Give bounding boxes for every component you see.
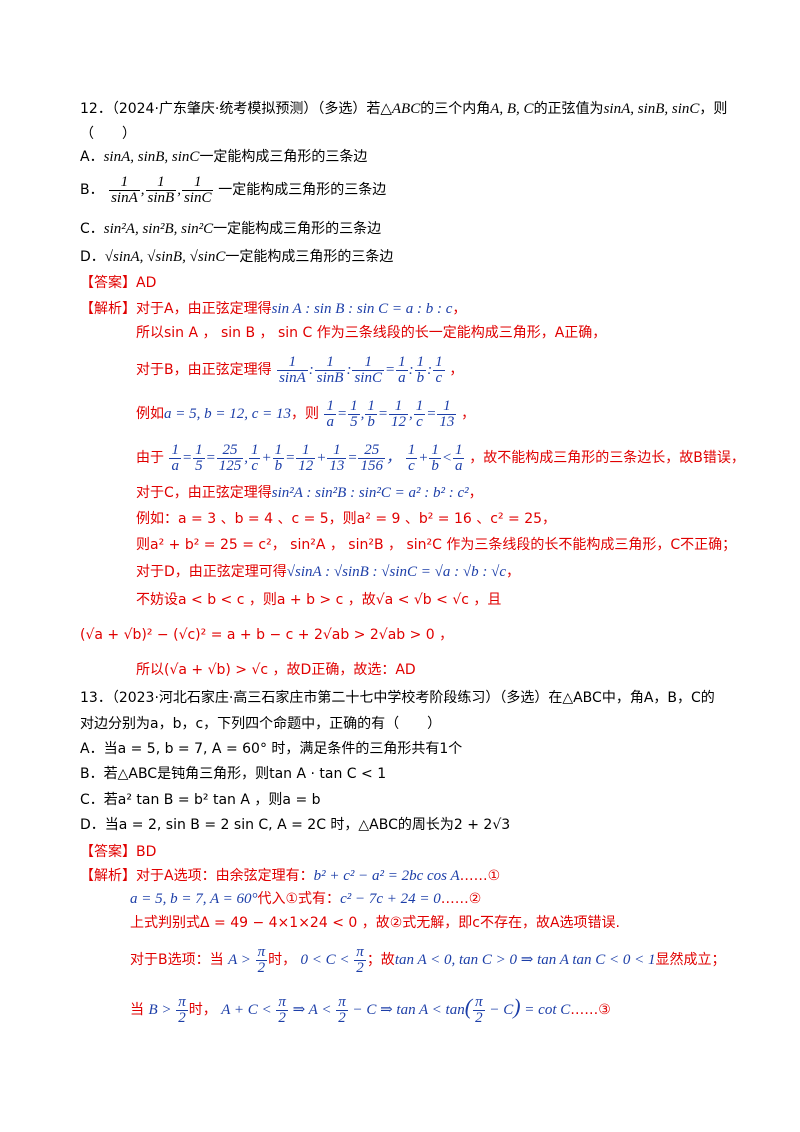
q12-option-d: D．√sinA, √sinB, √sinC一定能构成三角形的三条边 — [80, 249, 394, 265]
q12-analysis-5-fractions: 1 a = 1 5 = 25 125, 1 c +1 b = 1 12 +1 13 = 25 156， 1 c +1 b <1… — [169, 442, 465, 475]
q13-analysis-3: 上式判别式Δ = 49 − 4×1×24 < 0 ，故②式无解，即c不存在，故A… — [130, 915, 621, 931]
q12-option-a: A．sinA, sinB, sinC一定能构成三角形的三条边 — [80, 149, 368, 165]
q12-answer: 【答案】AD — [80, 275, 157, 291]
q13-stem-1: 13．（2023·河北石家庄·高三石家庄市第二十七中学校考阶段练习）（多选）在△… — [80, 690, 715, 706]
q12-analysis-8: 则a² + b² = 25 = c²， sin²A ， sin²B ， sin²… — [136, 537, 737, 553]
q12-analysis-7: 例如：a = 3 、b = 4 、c = 5，则a² = 9 、b² = 16 … — [136, 511, 557, 527]
q12-analysis-11: (√a + √b)² − (√c)² = a + b − c + 2√ab > … — [80, 627, 454, 643]
q13-analysis-2: a = 5, b = 7, A = 60°代入①式有：c² − 7c + 24 … — [130, 891, 482, 907]
q12-analysis-4: 例如a = 5, b = 12, c = 13，则 1 a = 1 5, 1 b = 1 12, 1… — [136, 398, 476, 431]
q13-answer: 【答案】BD — [80, 844, 157, 860]
q12-analysis-2: 所以sin A ， sin B ， sin C 作为三条线段的长一定能构成三角形… — [136, 325, 607, 341]
q12-answer-paren: （ ） — [80, 126, 136, 142]
q12-analysis-1: 【解析】对于A，由正弦定理得sin A : sin B : sin C = a … — [80, 301, 467, 317]
q12-analysis-3: 对于B，由正弦定理得 1 sinA:1 sinB:1 sinC = 1 a:1 b:1 c ， — [136, 354, 464, 387]
q13-option-c: C．若a² tan B = b² tan A ，则a = b — [80, 792, 321, 808]
q13-stem-2: 对边分别为a，b，c，下列四个命题中，正确的有（ ） — [80, 716, 442, 732]
q12-option-b: B． 1 sinA, 1 sinB, 1 sinC 一定能构成三角形的三条边 — [80, 174, 387, 207]
q12-analysis-6: 对于C，由正弦定理得sin²A : sin²B : sin²C = a² : b… — [136, 485, 483, 501]
q12-option-b-fractions: 1 sinA, 1 sinB, 1 sinC — [109, 174, 214, 207]
q13-option-b: B．若△ABC是钝角三角形，则tan A · tan C < 1 — [80, 766, 387, 782]
q13-analysis-1: 【解析】对于A选项：由余弦定理有：b² + c² − a² = 2bc cos … — [80, 868, 501, 884]
q12-analysis-9: 对于D，由正弦定理可得√sinA : √sinB : √sinC = √a : … — [136, 564, 521, 580]
q12-analysis-4-fractions: 1 a = 1 5, 1 b = 1 12, 1 c = 1 13 — [324, 398, 457, 431]
q12-analysis-3-fractions: 1 sinA:1 sinB:1 sinC = 1 a:1 b:1 c — [277, 354, 445, 387]
q13-analysis-4: 对于B选项：当 A > π 2 时， 0 < C < π 2 ；故tan A < 0, … — [130, 944, 726, 977]
q12-analysis-10: 不妨设a < b < c ，则a + b > c ，故√a < √b < √c … — [136, 592, 502, 608]
q12-option-c: C．sin²A, sin²B, sin²C一定能构成三角形的三条边 — [80, 221, 382, 237]
q12-stem: 12．（2024·广东肇庆·统考模拟预测）（多选）若△ABC的三个内角A, B,… — [80, 101, 728, 117]
q13-option-d: D．当a = 2, sin B = 2 sin C, A = 2C 时，△ABC… — [80, 817, 511, 833]
q12-analysis-5: 由于 1 a = 1 5 = 25 125, 1 c +1 b = 1 12 +1 13 = 25 156， 1 c +1… — [136, 442, 745, 475]
q13-option-a: A．当a = 5, b = 7, A = 60° 时，满足条件的三角形共有1个 — [80, 741, 463, 757]
q12-analysis-12: 所以(√a + √b) > √c ，故D正确，故选：AD — [136, 662, 416, 678]
